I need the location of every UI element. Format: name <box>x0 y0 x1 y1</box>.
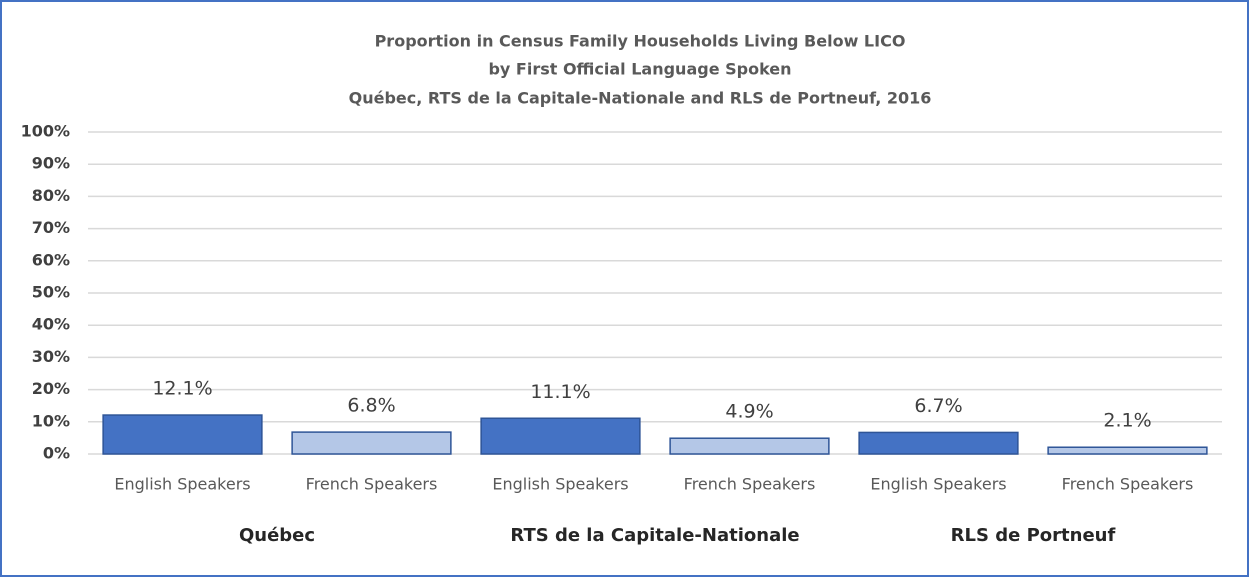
x-tick-label: English Speakers <box>492 475 628 494</box>
x-tick-label: French Speakers <box>684 475 816 494</box>
y-tick-label: 40% <box>32 315 70 334</box>
y-tick-label: 70% <box>32 218 70 237</box>
bar <box>102 414 263 455</box>
y-tick-label: 50% <box>32 283 70 302</box>
data-label: 12.1% <box>152 378 212 400</box>
chart-title: by First Official Language Spoken <box>488 60 791 79</box>
data-label: 6.8% <box>347 395 395 417</box>
bar <box>291 431 452 455</box>
bar <box>669 437 830 455</box>
group-label: RLS de Portneuf <box>951 525 1116 546</box>
data-label: 11.1% <box>530 381 590 403</box>
data-label: 6.7% <box>914 395 962 417</box>
data-label: 2.1% <box>1103 410 1151 432</box>
data-label: 4.9% <box>725 401 773 423</box>
y-tick-label: 100% <box>21 122 70 141</box>
x-tick-label: English Speakers <box>870 475 1006 494</box>
x-tick-label: French Speakers <box>1062 475 1194 494</box>
group-label: RTS de la Capitale-Nationale <box>510 525 799 546</box>
bar <box>480 417 641 455</box>
y-tick-label: 10% <box>32 411 70 430</box>
x-tick-label: English Speakers <box>114 475 250 494</box>
y-tick-label: 80% <box>32 186 70 205</box>
y-tick-label: 0% <box>43 444 70 463</box>
bar <box>1047 446 1208 455</box>
y-tick-label: 30% <box>32 347 70 366</box>
chart-title: Proportion in Census Family Households L… <box>375 32 906 51</box>
y-tick-label: 20% <box>32 379 70 398</box>
x-tick-label: French Speakers <box>306 475 438 494</box>
y-tick-label: 90% <box>32 154 70 173</box>
chart-title: Québec, RTS de la Capitale-Nationale and… <box>349 89 932 108</box>
y-tick-label: 60% <box>32 250 70 269</box>
bar <box>858 431 1019 455</box>
group-label: Québec <box>239 525 315 546</box>
